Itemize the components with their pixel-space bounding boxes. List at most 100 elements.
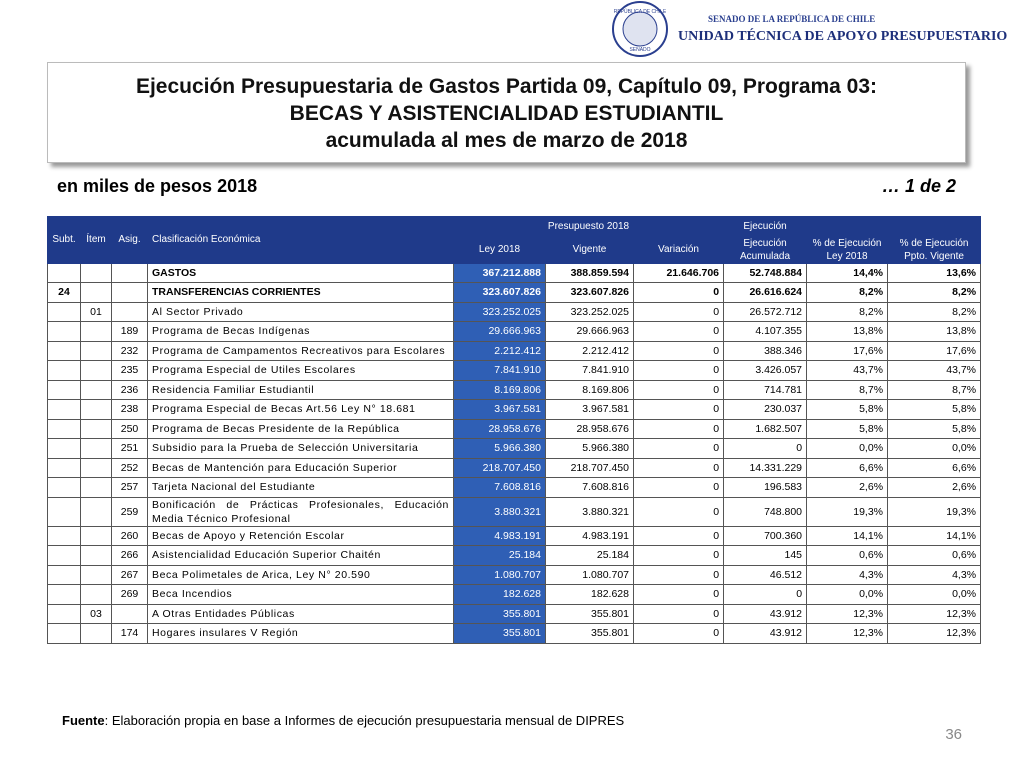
table-cell: 0 — [632, 399, 725, 420]
table-cell: 8,2% — [806, 282, 889, 303]
group-head: Ejecución — [723, 216, 808, 237]
table-row: 257 Tarjeta Nacional del Estudiante 7.608.… — [47, 477, 982, 498]
col-head: % de Ejecución Ley 2018 — [806, 235, 889, 264]
table-cell: 323.607.826 — [453, 282, 546, 303]
table-cell: 355.801 — [545, 603, 634, 624]
table-cell: 12,3% — [887, 603, 982, 624]
table-cell: 182.628 — [453, 584, 546, 605]
table-cell: 14,1% — [887, 525, 982, 546]
table-cell: 28.958.676 — [545, 418, 634, 439]
table-cell: 12,3% — [806, 623, 889, 644]
page-number: 36 — [945, 726, 962, 743]
seal-bottom: SENADO — [629, 47, 650, 53]
table-cell: A Otras Entidades Públicas — [147, 603, 454, 624]
table-cell — [111, 282, 148, 303]
table-cell: GASTOS — [147, 262, 454, 283]
table-cell: 8,7% — [887, 379, 982, 400]
table-cell — [80, 623, 112, 644]
table-cell: 29.666.963 — [545, 321, 634, 342]
table-cell: 52.748.884 — [723, 262, 808, 283]
table-cell: 0 — [632, 623, 725, 644]
table-cell — [47, 360, 81, 381]
table-cell: 0 — [632, 525, 725, 546]
table-cell: 0 — [632, 282, 725, 303]
table-cell: Programa Especial de Becas Art.56 Ley N°… — [147, 399, 454, 420]
table-cell: 3.880.321 — [545, 496, 634, 527]
table-cell: 232 — [111, 340, 148, 361]
table-cell: 388.346 — [723, 340, 808, 361]
col-head: Ejecución Acumulada — [723, 235, 808, 264]
table-cell: 8.169.806 — [545, 379, 634, 400]
table-cell — [80, 418, 112, 439]
col-head: Ítem — [80, 216, 112, 264]
table-row: 24 TRANSFERENCIAS CORRIENTES 323.607.826 32… — [47, 282, 982, 303]
table-cell — [47, 262, 81, 283]
table-cell: 8,2% — [887, 282, 982, 303]
table-cell: 0,6% — [887, 545, 982, 566]
table: Subt. Ítem Asig. Clasificación Económica Pre… — [47, 216, 982, 644]
table-row: 260 Becas de Apoyo y Retención Escolar 4.9… — [47, 525, 982, 546]
table-cell: 700.360 — [723, 525, 808, 546]
table-cell: 26.616.624 — [723, 282, 808, 303]
table-row: 269 Beca Incendios 182.628 182.628 0 0 0,0% 0,0… — [47, 584, 982, 605]
table-cell: 5.966.380 — [453, 438, 546, 459]
table-cell: 0,0% — [806, 438, 889, 459]
table-row: 259 Bonificación de Prácticas Profesional… — [47, 496, 982, 527]
table-cell: 17,6% — [887, 340, 982, 361]
table-cell: 269 — [111, 584, 148, 605]
table-row: 232 Programa de Campamentos Recreativos p… — [47, 340, 982, 361]
table-cell: 0 — [632, 438, 725, 459]
table-cell: 17,6% — [806, 340, 889, 361]
source-text: : Elaboración propia en base a Informes … — [104, 713, 625, 728]
table-cell: Becas de Apoyo y Retención Escolar — [147, 525, 454, 546]
table-cell: 323.607.826 — [545, 282, 634, 303]
table-cell: 1.682.507 — [723, 418, 808, 439]
table-cell: 182.628 — [545, 584, 634, 605]
table-cell: 14,4% — [806, 262, 889, 283]
table-cell — [111, 262, 148, 283]
table-cell: 19,3% — [806, 496, 889, 527]
table-cell: 0,6% — [806, 545, 889, 566]
table-row: 189 Programa de Becas Indígenas 29.666.963… — [47, 321, 982, 342]
table-cell — [80, 525, 112, 546]
table-cell: 0 — [632, 457, 725, 478]
table-cell: 5,8% — [887, 418, 982, 439]
table-cell — [80, 496, 112, 527]
table-cell — [47, 477, 81, 498]
table-cell: 2,6% — [806, 477, 889, 498]
table-cell: 2,6% — [887, 477, 982, 498]
table-cell: 01 — [80, 301, 112, 322]
table-cell: 12,3% — [887, 623, 982, 644]
col-head: % de Ejecución Ppto. Vigente — [887, 235, 982, 264]
table-cell: 748.800 — [723, 496, 808, 527]
table-cell: TRANSFERENCIAS CORRIENTES — [147, 282, 454, 303]
table-cell: 0 — [632, 564, 725, 585]
table-cell — [47, 340, 81, 361]
table-row: 250 Programa de Becas Presidente de la Re… — [47, 418, 982, 439]
table-cell — [80, 340, 112, 361]
table-cell: 257 — [111, 477, 148, 498]
logo: REPÚBLICA DE CHILE SENADO SENADO DE LA R… — [612, 1, 1007, 57]
table-cell — [80, 545, 112, 566]
table-cell: 6,6% — [806, 457, 889, 478]
table-cell: 0 — [632, 301, 725, 322]
table-cell: 8,7% — [806, 379, 889, 400]
table-cell — [111, 603, 148, 624]
table-cell — [47, 321, 81, 342]
table-cell — [47, 418, 81, 439]
table-cell: 03 — [80, 603, 112, 624]
page-of: … 1 de 2 — [881, 176, 956, 196]
table-cell — [47, 564, 81, 585]
table-cell: 260 — [111, 525, 148, 546]
title: acumulada al mes de marzo de 2018 — [325, 129, 688, 152]
table-row: 01 Al Sector Privado 323.252.025 323.252.02… — [47, 301, 982, 322]
senate: SENADO DE LA REPÚBLICA DE CHILE — [708, 14, 875, 24]
table-cell: 24 — [47, 282, 81, 303]
table-cell: 26.572.712 — [723, 301, 808, 322]
table-cell: 13,8% — [887, 321, 982, 342]
table-cell: 251 — [111, 438, 148, 459]
col-head: Clasificación Económica — [147, 216, 454, 264]
col-head: Ley 2018 — [453, 235, 546, 264]
table-cell: 2.212.412 — [545, 340, 634, 361]
